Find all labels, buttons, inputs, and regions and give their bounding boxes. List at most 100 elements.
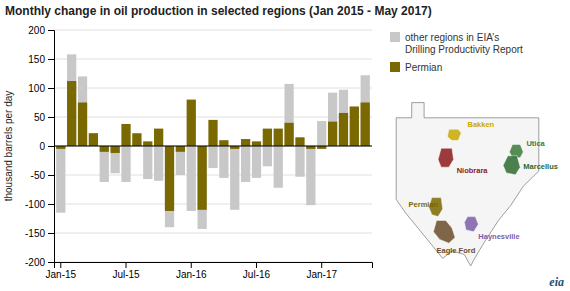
map-region — [503, 156, 520, 175]
bar — [295, 137, 304, 146]
zero-line — [54, 146, 372, 147]
tick-label: Jan-17 — [306, 269, 337, 280]
y-tick: 150 — [28, 54, 54, 65]
tick-mark — [48, 146, 54, 147]
bar — [219, 140, 228, 146]
bar — [121, 146, 130, 182]
legend-label: Drilling Productivity Report — [405, 44, 523, 55]
bar — [176, 146, 185, 175]
tick-mark — [48, 117, 54, 118]
grid-line — [54, 88, 372, 89]
tick-mark — [126, 262, 127, 268]
legend-label: other regions in EIA’s — [405, 32, 499, 43]
map-outline — [396, 103, 539, 266]
bar — [274, 146, 283, 188]
tick-label: -200 — [25, 257, 45, 268]
y-axis-label: thousand barrels per day — [3, 91, 14, 202]
tick-mark — [256, 262, 257, 268]
bar — [143, 146, 152, 179]
y-tick: 0 — [39, 141, 54, 152]
map-label: Permian — [409, 200, 439, 209]
tick-label: 50 — [34, 112, 46, 123]
bar — [187, 146, 196, 211]
tick-mark — [48, 59, 54, 60]
bar — [241, 139, 250, 146]
tick-mark — [48, 262, 54, 263]
bars — [56, 54, 370, 229]
tick-label: 150 — [28, 54, 45, 65]
map: BakkenNiobraraUticaMarcellusPermianEagle… — [396, 103, 558, 266]
map-label: Bakken — [468, 120, 495, 129]
x-tick: Jul-16 — [243, 262, 271, 280]
y-tick: 50 — [34, 112, 54, 123]
bar — [306, 146, 315, 205]
bar — [230, 146, 239, 210]
logo: eia — [549, 275, 564, 289]
tick-mark — [321, 262, 322, 268]
bar — [219, 146, 228, 178]
map-region — [438, 148, 454, 167]
map-label: Eagle Ford — [437, 246, 476, 255]
chart: Monthly change in oil production in sele… — [0, 0, 570, 291]
bar — [284, 84, 293, 146]
bar — [350, 107, 359, 146]
tick-mark — [48, 204, 54, 205]
bar — [328, 93, 337, 146]
tick-mark — [48, 88, 54, 89]
bar — [67, 54, 76, 146]
grid-line — [54, 233, 372, 234]
bar — [67, 81, 76, 146]
legend-swatch — [390, 32, 400, 42]
legend-label: Permian — [405, 62, 442, 73]
bar — [350, 107, 359, 146]
bar — [121, 124, 130, 146]
bar — [132, 133, 141, 146]
tick-label: -150 — [25, 228, 45, 239]
map-region — [447, 129, 461, 140]
y-tick: -200 — [25, 257, 54, 268]
tick-label: Jul-16 — [243, 269, 271, 280]
bar — [241, 146, 250, 182]
x-tick: Jan-15 — [46, 262, 77, 280]
map-label: Niobrara — [457, 166, 489, 175]
axis-line — [48, 31, 55, 263]
bar — [176, 146, 185, 152]
bar — [252, 146, 261, 178]
tick-mark — [60, 262, 61, 268]
bar — [56, 146, 65, 213]
bar — [263, 146, 272, 166]
map-label: Utica — [526, 139, 545, 148]
tick-label: 200 — [28, 25, 45, 36]
tick-label: -100 — [25, 199, 45, 210]
bar — [111, 146, 120, 153]
bar — [208, 146, 217, 168]
x-axis: Jan-15Jul-15Jan-16Jul-16Jan-17 — [46, 262, 373, 280]
title: Monthly change in oil production in sele… — [5, 4, 432, 18]
tick-mark — [191, 262, 192, 268]
bar — [339, 90, 348, 146]
grid-line — [54, 204, 372, 205]
bar — [339, 113, 348, 146]
y-tick: 100 — [28, 83, 54, 94]
bar — [208, 120, 217, 146]
axis-line — [55, 263, 373, 269]
bar — [100, 146, 109, 182]
tick-label: 0 — [39, 141, 45, 152]
map-region — [433, 220, 455, 243]
bar — [252, 141, 261, 146]
bar — [284, 123, 293, 146]
bar — [328, 122, 337, 146]
y-tick: -100 — [25, 199, 54, 210]
grid-line — [54, 30, 372, 31]
bar — [361, 103, 370, 147]
bar — [78, 76, 87, 146]
bar — [295, 146, 304, 177]
y-tick: -50 — [31, 170, 54, 181]
tick-mark — [48, 30, 54, 31]
tick-label: Jan-16 — [176, 269, 207, 280]
y-axis: -200 -150 -100 -50 0 50 100 150 200 — [25, 25, 55, 268]
legend-swatch — [390, 62, 400, 72]
bar — [361, 75, 370, 146]
bar — [317, 121, 326, 146]
bar — [143, 141, 152, 146]
